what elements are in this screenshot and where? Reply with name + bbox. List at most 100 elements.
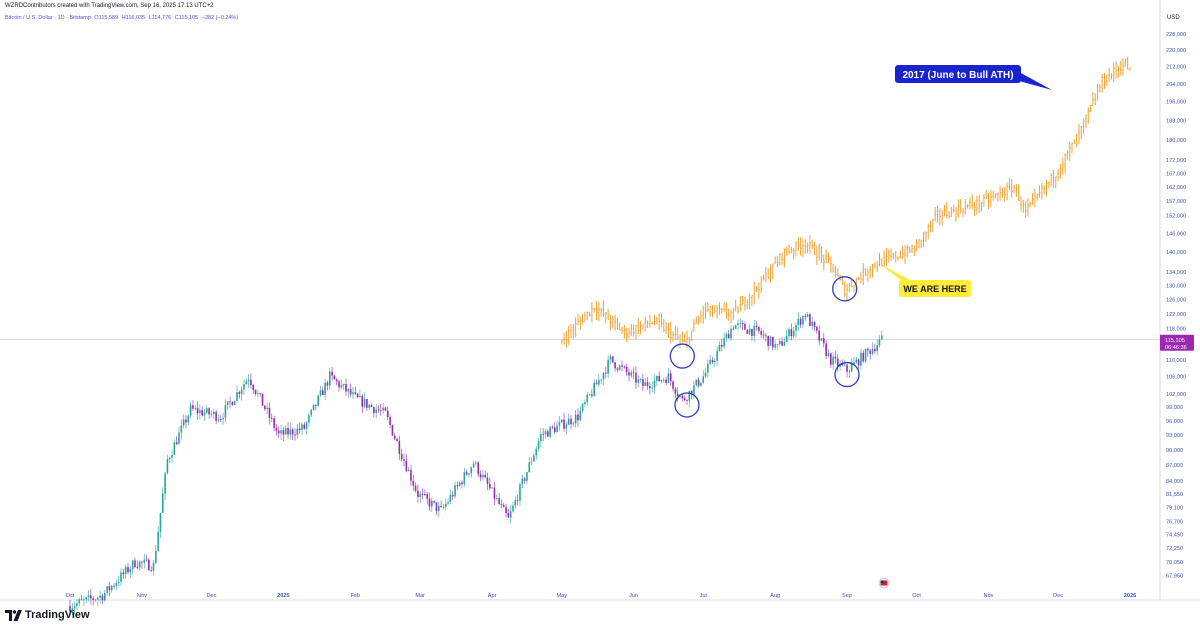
candle	[637, 375, 640, 388]
candle	[289, 422, 292, 440]
overlay-bar	[969, 197, 972, 210]
candle	[644, 378, 647, 386]
time-tick-label: Mar	[415, 593, 425, 599]
candle-body	[679, 395, 681, 397]
overlay-bar	[1050, 173, 1053, 187]
candle-body	[261, 393, 264, 406]
candle	[551, 425, 554, 430]
candle-body	[138, 561, 141, 568]
overlay-bar	[888, 249, 890, 263]
candle-body	[301, 424, 303, 430]
candle-body	[709, 359, 711, 365]
candle-body	[540, 433, 542, 442]
symbol-legend[interactable]: Bitcoin / U.S. Dollar · 1D · Bitstamp O1…	[5, 15, 240, 21]
candle	[609, 354, 612, 365]
overlay-bar	[837, 268, 839, 277]
overlay-bar	[916, 239, 918, 252]
candle	[765, 333, 767, 342]
candle-body	[289, 429, 292, 435]
candle-body	[688, 390, 691, 401]
candle	[324, 378, 326, 401]
tradingview-logo[interactable]: TradingView	[5, 609, 90, 621]
candle-body	[268, 407, 271, 418]
candle-body	[551, 426, 554, 428]
candle-body	[827, 353, 830, 357]
candle	[748, 324, 751, 336]
candle-body	[565, 424, 568, 429]
candle	[526, 471, 528, 485]
candle-body	[370, 404, 373, 408]
candle	[600, 378, 602, 385]
overlay-bar	[635, 324, 638, 340]
candle	[683, 395, 686, 402]
candle	[424, 489, 426, 496]
candle	[725, 331, 728, 342]
overlay-bar	[830, 256, 832, 273]
candle	[535, 445, 538, 460]
candle-body	[843, 364, 846, 366]
candle	[553, 422, 556, 435]
price-tick-label: 152,000	[1166, 213, 1186, 219]
candle	[382, 402, 384, 415]
candle-body	[252, 385, 255, 390]
candle	[463, 467, 466, 487]
overlay-bar	[1113, 62, 1115, 83]
candle	[711, 356, 714, 364]
overlay-bar	[802, 238, 805, 258]
overlay-bar	[769, 264, 772, 283]
candle-body	[465, 472, 468, 475]
candle	[577, 408, 579, 427]
candle	[621, 360, 623, 372]
candle-body	[484, 474, 486, 478]
candle	[94, 598, 97, 602]
candle	[730, 325, 732, 341]
overlay-bar	[967, 203, 969, 209]
overlay-bar	[758, 282, 761, 299]
candle	[695, 379, 698, 387]
candle-body	[818, 330, 820, 341]
overlay-bar	[670, 321, 672, 344]
candle	[574, 410, 577, 428]
candle	[878, 335, 881, 348]
overlay-bar	[584, 311, 587, 322]
candle	[375, 404, 377, 419]
candle-body	[642, 379, 644, 386]
overlay-bar	[735, 299, 737, 312]
overlay-bar	[867, 268, 870, 283]
candle-body	[584, 402, 586, 405]
candle-body	[695, 379, 698, 386]
candle-body	[403, 459, 405, 461]
overlay-bar	[923, 231, 925, 248]
overlay-bar	[1036, 193, 1039, 201]
overlay-bar	[920, 239, 923, 249]
overlay-bar	[994, 193, 997, 199]
candle-body	[175, 442, 178, 445]
candle-body	[472, 463, 475, 468]
candle	[391, 424, 394, 437]
price-tick-label: 93,000	[1166, 433, 1183, 439]
candle	[560, 419, 563, 424]
overlay-bar	[1045, 179, 1048, 197]
candle-body	[544, 431, 547, 435]
candle	[303, 421, 306, 431]
candle-body	[862, 352, 865, 362]
candle-body	[547, 431, 549, 437]
overlay-bar	[654, 314, 656, 326]
price-tick-label: 140,000	[1166, 250, 1186, 256]
candle	[720, 338, 723, 352]
overlay-bar	[781, 252, 784, 266]
candle-body	[637, 379, 640, 383]
overlay-bar	[677, 327, 679, 340]
overlay-bar	[570, 324, 573, 339]
candle	[250, 373, 252, 389]
candle	[697, 377, 700, 388]
chart-frame	[0, 0, 1200, 601]
candle-body	[790, 329, 793, 337]
candle-body	[456, 485, 459, 487]
candle	[131, 559, 134, 575]
candle-body	[693, 385, 695, 395]
candle-body	[254, 389, 257, 394]
candle-body	[219, 419, 222, 420]
candle	[454, 481, 456, 499]
